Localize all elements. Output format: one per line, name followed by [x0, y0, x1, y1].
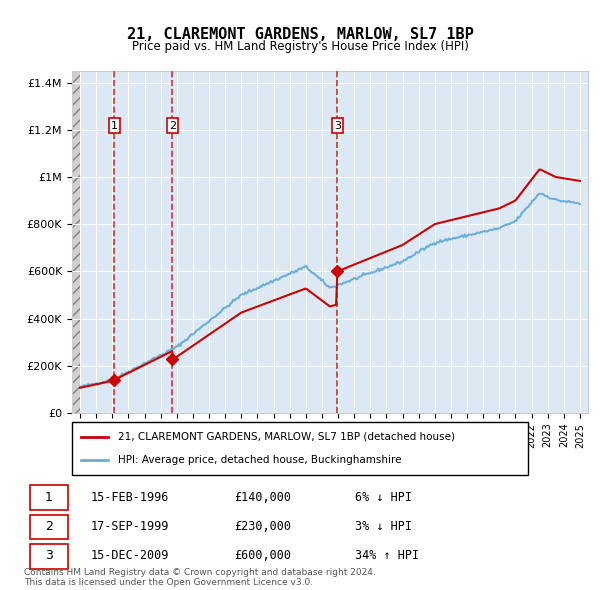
- FancyBboxPatch shape: [29, 514, 68, 539]
- Text: HPI: Average price, detached house, Buckinghamshire: HPI: Average price, detached house, Buck…: [118, 455, 401, 465]
- Text: £140,000: £140,000: [234, 491, 291, 504]
- Text: 15-FEB-1996: 15-FEB-1996: [90, 491, 169, 504]
- Text: 17-SEP-1999: 17-SEP-1999: [90, 520, 169, 533]
- FancyBboxPatch shape: [29, 486, 68, 510]
- Text: 21, CLAREMONT GARDENS, MARLOW, SL7 1BP: 21, CLAREMONT GARDENS, MARLOW, SL7 1BP: [127, 27, 473, 41]
- Text: Contains HM Land Registry data © Crown copyright and database right 2024.
This d: Contains HM Land Registry data © Crown c…: [24, 568, 376, 587]
- Text: 34% ↑ HPI: 34% ↑ HPI: [355, 549, 419, 562]
- Text: 2: 2: [45, 520, 53, 533]
- Bar: [72, 71, 80, 413]
- Text: 1: 1: [111, 120, 118, 130]
- Text: 1: 1: [45, 491, 53, 504]
- Text: 3% ↓ HPI: 3% ↓ HPI: [355, 520, 412, 533]
- Text: Price paid vs. HM Land Registry's House Price Index (HPI): Price paid vs. HM Land Registry's House …: [131, 40, 469, 53]
- Text: £600,000: £600,000: [234, 549, 291, 562]
- Text: 21, CLAREMONT GARDENS, MARLOW, SL7 1BP (detached house): 21, CLAREMONT GARDENS, MARLOW, SL7 1BP (…: [118, 432, 455, 442]
- Text: 2: 2: [169, 120, 176, 130]
- FancyBboxPatch shape: [29, 544, 68, 569]
- FancyBboxPatch shape: [72, 422, 528, 475]
- Text: 15-DEC-2009: 15-DEC-2009: [90, 549, 169, 562]
- Text: 3: 3: [45, 549, 53, 562]
- Bar: [72, 71, 80, 413]
- Text: 6% ↓ HPI: 6% ↓ HPI: [355, 491, 412, 504]
- Text: £230,000: £230,000: [234, 520, 291, 533]
- Text: 3: 3: [334, 120, 341, 130]
